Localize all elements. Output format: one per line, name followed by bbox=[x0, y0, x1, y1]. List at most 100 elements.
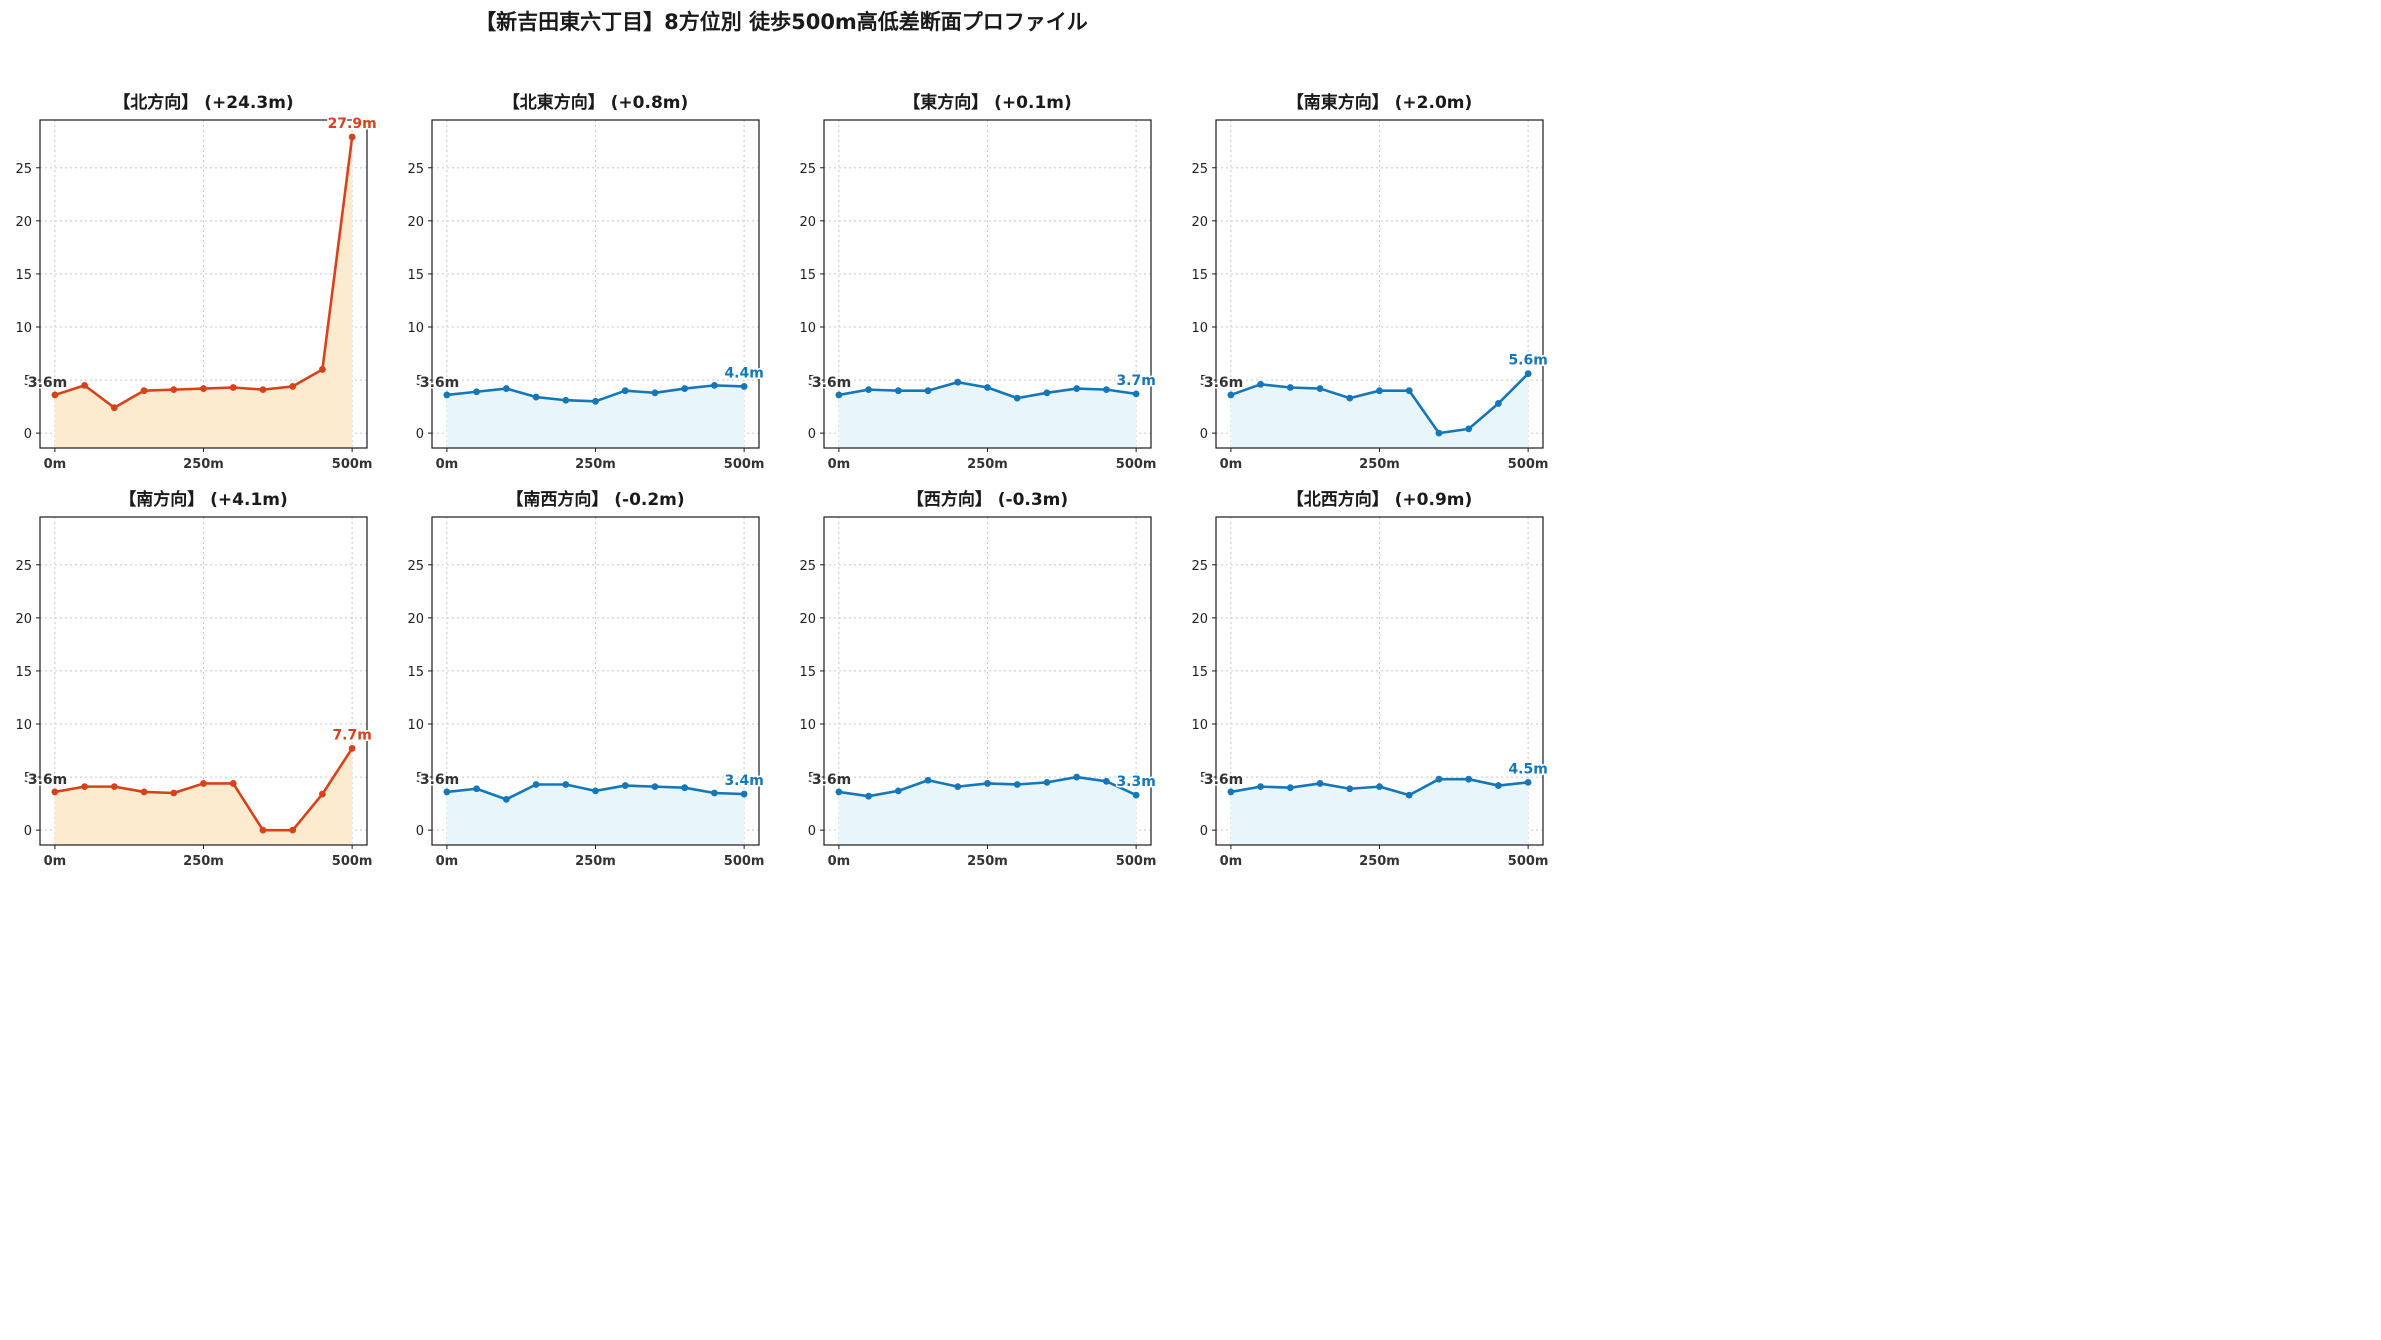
data-point bbox=[259, 386, 267, 394]
data-point bbox=[924, 776, 932, 784]
y-tick-label: 15 bbox=[407, 268, 424, 283]
start-value-label: 3.6m bbox=[420, 772, 459, 788]
data-point bbox=[319, 790, 326, 798]
data-point bbox=[502, 385, 510, 392]
y-tick-label: 0 bbox=[24, 427, 32, 442]
data-point bbox=[1257, 380, 1264, 388]
data-point bbox=[621, 387, 629, 395]
panel-title: 【北方向】 (+24.3m) bbox=[113, 92, 293, 113]
data-point bbox=[443, 391, 451, 399]
y-tick-label: 0 bbox=[808, 824, 816, 839]
y-tick-label: 15 bbox=[799, 665, 816, 680]
area-fill bbox=[446, 385, 745, 448]
x-tick-label: 500m bbox=[332, 457, 373, 472]
y-tick-label: 5 bbox=[24, 771, 32, 786]
data-point bbox=[170, 789, 178, 797]
data-point bbox=[1346, 394, 1354, 402]
x-tick-label: 500m bbox=[724, 854, 765, 869]
area-fill bbox=[54, 748, 353, 845]
data-point bbox=[1103, 386, 1110, 394]
x-tick-label: 500m bbox=[1508, 854, 1549, 869]
data-point bbox=[532, 393, 540, 401]
end-value-label: 3.7m bbox=[1116, 373, 1155, 389]
data-point bbox=[81, 783, 88, 791]
data-point bbox=[1376, 783, 1383, 791]
data-point bbox=[473, 388, 480, 396]
data-point bbox=[711, 789, 718, 797]
data-point bbox=[681, 784, 689, 792]
y-tick-label: 5 bbox=[808, 771, 816, 786]
data-point bbox=[81, 381, 88, 389]
y-tick-label: 10 bbox=[15, 718, 32, 733]
end-value-label: 4.4m bbox=[724, 365, 763, 381]
start-value-label: 3.6m bbox=[28, 375, 67, 391]
data-point bbox=[229, 384, 237, 391]
data-point bbox=[1465, 425, 1473, 433]
data-point bbox=[592, 787, 599, 795]
data-point bbox=[984, 384, 991, 391]
x-tick-label: 500m bbox=[1116, 854, 1157, 869]
data-point bbox=[348, 745, 356, 752]
y-tick-label: 10 bbox=[1191, 718, 1208, 733]
data-point bbox=[592, 397, 599, 405]
y-tick-label: 0 bbox=[416, 427, 424, 442]
data-point bbox=[1346, 785, 1354, 793]
data-point bbox=[1405, 387, 1413, 395]
data-point bbox=[170, 386, 178, 394]
data-point bbox=[443, 788, 451, 796]
series-line bbox=[54, 136, 354, 409]
x-tick-label: 250m bbox=[575, 854, 616, 869]
x-tick-label: 250m bbox=[183, 457, 224, 472]
data-point bbox=[1495, 782, 1502, 789]
panel-title: 【北西方向】 (+0.9m) bbox=[1287, 489, 1473, 510]
panel-title: 【南西方向】 (-0.2m) bbox=[506, 489, 684, 510]
y-tick-label: 10 bbox=[15, 321, 32, 336]
end-value-label: 4.5m bbox=[1508, 761, 1547, 777]
data-point bbox=[924, 387, 932, 395]
y-tick-label: 20 bbox=[15, 215, 32, 230]
y-tick-label: 5 bbox=[1200, 771, 1208, 786]
data-point bbox=[562, 781, 570, 788]
data-point bbox=[835, 788, 843, 796]
start-value-label: 3.6m bbox=[420, 375, 459, 391]
y-tick-label: 0 bbox=[416, 824, 424, 839]
data-point bbox=[51, 788, 59, 796]
x-tick-label: 500m bbox=[1116, 457, 1157, 472]
data-point bbox=[1227, 391, 1235, 399]
data-point bbox=[319, 366, 326, 373]
y-tick-label: 25 bbox=[407, 559, 424, 574]
data-point bbox=[1376, 387, 1383, 395]
data-point bbox=[110, 783, 118, 791]
y-tick-label: 20 bbox=[1191, 612, 1208, 627]
y-tick-label: 25 bbox=[799, 162, 816, 177]
y-tick-label: 0 bbox=[1200, 427, 1208, 442]
data-point bbox=[954, 378, 962, 386]
panel-title: 【北東方向】 (+0.8m) bbox=[503, 92, 689, 113]
data-point bbox=[259, 826, 267, 834]
data-point bbox=[1524, 370, 1532, 378]
x-tick-label: 500m bbox=[724, 457, 765, 472]
x-tick-label: 0m bbox=[828, 457, 851, 472]
x-tick-label: 250m bbox=[183, 854, 224, 869]
data-point bbox=[1073, 385, 1081, 392]
y-tick-label: 10 bbox=[799, 718, 816, 733]
y-tick-label: 25 bbox=[1191, 162, 1208, 177]
data-point bbox=[621, 782, 629, 789]
data-point bbox=[1435, 429, 1443, 437]
data-point bbox=[1132, 791, 1140, 799]
x-tick-label: 0m bbox=[436, 457, 459, 472]
data-point bbox=[348, 133, 356, 141]
data-point bbox=[1073, 773, 1081, 781]
y-tick-label: 25 bbox=[407, 162, 424, 177]
start-value-label: 3.6m bbox=[812, 375, 851, 391]
data-point bbox=[1524, 778, 1532, 786]
x-tick-label: 250m bbox=[967, 854, 1008, 869]
area-fill bbox=[446, 784, 745, 845]
y-tick-label: 20 bbox=[15, 612, 32, 627]
area-fill bbox=[838, 382, 1137, 448]
data-point bbox=[865, 386, 872, 394]
